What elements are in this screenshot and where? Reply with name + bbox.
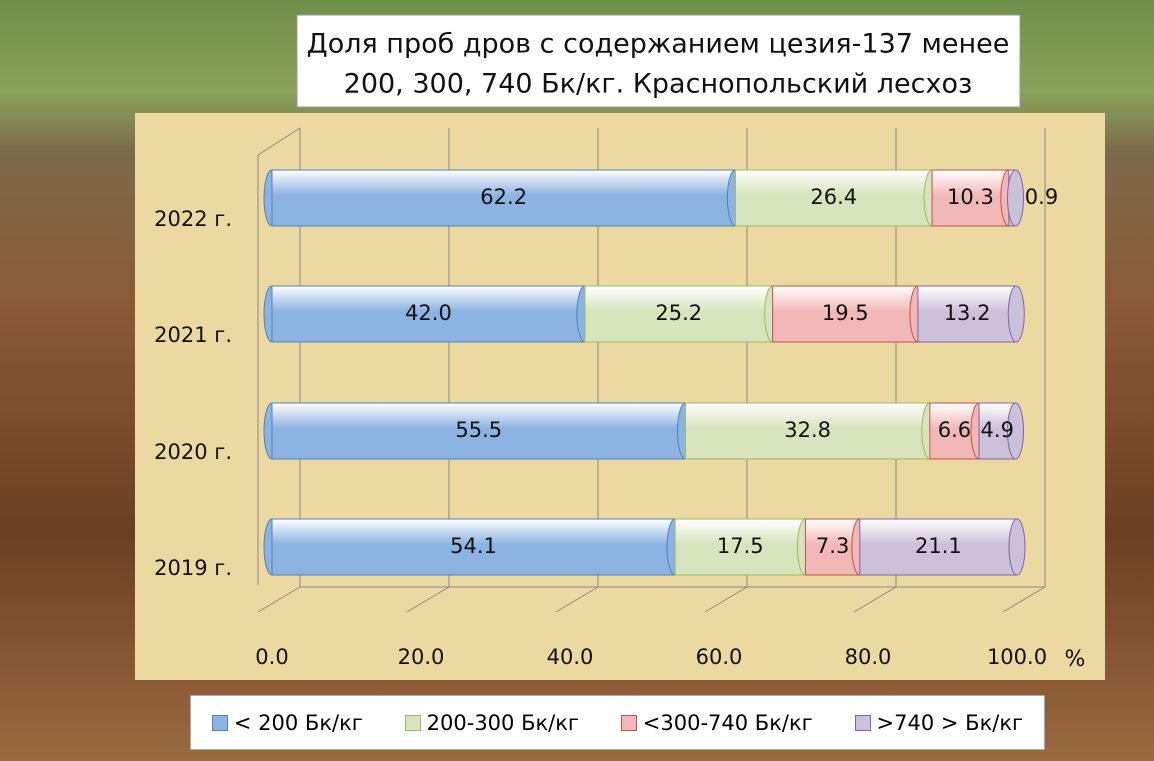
data-label: 7.3 xyxy=(816,534,849,558)
bar xyxy=(804,518,861,576)
legend-label: <300-740 Бк/кг xyxy=(642,710,813,735)
legend-swatch xyxy=(211,714,228,731)
bar xyxy=(931,169,1010,227)
bar xyxy=(859,518,1018,576)
data-label: 10.3 xyxy=(947,185,994,209)
legend-swatch xyxy=(854,714,871,731)
data-label: 6.6 xyxy=(938,418,971,442)
bar xyxy=(271,285,586,343)
data-label: 17.5 xyxy=(717,534,764,558)
legend-item: < 200 Бк/кг xyxy=(211,710,363,735)
legend-item: >740 > Бк/кг xyxy=(854,710,1024,735)
grid-line xyxy=(555,586,599,613)
x-tick-label: 60.0 xyxy=(696,645,743,669)
data-label: 26.4 xyxy=(810,185,857,209)
y-tick-label: 2021 г. xyxy=(154,323,232,347)
bar xyxy=(772,285,919,343)
data-label: 42.0 xyxy=(405,301,452,325)
bar-cap xyxy=(1007,169,1025,227)
bar-cap xyxy=(1007,285,1025,343)
x-axis-unit: % xyxy=(1065,647,1086,672)
bar xyxy=(684,402,931,460)
legend-label: < 200 Бк/кг xyxy=(233,710,363,735)
grid-line xyxy=(1002,586,1046,613)
legend-swatch xyxy=(620,714,637,731)
bar xyxy=(917,285,1017,343)
data-label: 25.2 xyxy=(655,301,702,325)
data-label: 19.5 xyxy=(822,301,869,325)
y-tick-label: 2019 г. xyxy=(154,556,232,580)
data-label: 54.1 xyxy=(450,534,497,558)
bar xyxy=(271,402,686,460)
grid-line xyxy=(406,586,450,613)
legend-label: >740 > Бк/кг xyxy=(876,710,1024,735)
grid-line xyxy=(704,586,748,613)
bar xyxy=(271,169,736,227)
legend: < 200 Бк/кг 200-300 Бк/кг <300-740 Бк/кг >7… xyxy=(190,695,1045,750)
grid-line xyxy=(257,586,301,613)
x-tick-label: 80.0 xyxy=(845,645,892,669)
data-label: 55.5 xyxy=(455,418,502,442)
bar-cap xyxy=(1007,402,1025,460)
data-label: 0.9 xyxy=(1025,185,1058,209)
title-box xyxy=(296,14,1021,108)
legend-swatch xyxy=(404,714,421,731)
axis-wall xyxy=(257,127,301,156)
bar xyxy=(734,169,933,227)
bar xyxy=(674,518,806,576)
x-tick-label: 40.0 xyxy=(547,645,594,669)
x-tick-label: 20.0 xyxy=(398,645,445,669)
data-label: 4.9 xyxy=(981,418,1014,442)
data-label: 62.2 xyxy=(480,185,527,209)
data-label: 21.1 xyxy=(915,534,962,558)
bar xyxy=(584,285,774,343)
chart-title: 200, 300, 740 Бк/кг. Краснопольский лесх… xyxy=(344,69,973,100)
legend-item: 200-300 Бк/кг xyxy=(404,710,579,735)
grid-line xyxy=(853,586,897,613)
data-label: 13.2 xyxy=(944,301,991,325)
chart-title: Доля проб дров с содержанием цезия-137 м… xyxy=(307,29,1010,60)
x-tick-label: 100.0 xyxy=(987,645,1047,669)
y-tick-label: 2020 г. xyxy=(154,440,232,464)
y-tick-label: 2022 г. xyxy=(154,207,232,231)
legend-item: <300-740 Бк/кг xyxy=(620,710,813,735)
x-tick-label: 0.0 xyxy=(255,645,288,669)
bar-cap xyxy=(1008,518,1026,576)
legend-label: 200-300 Бк/кг xyxy=(426,710,579,735)
data-label: 32.8 xyxy=(784,418,831,442)
